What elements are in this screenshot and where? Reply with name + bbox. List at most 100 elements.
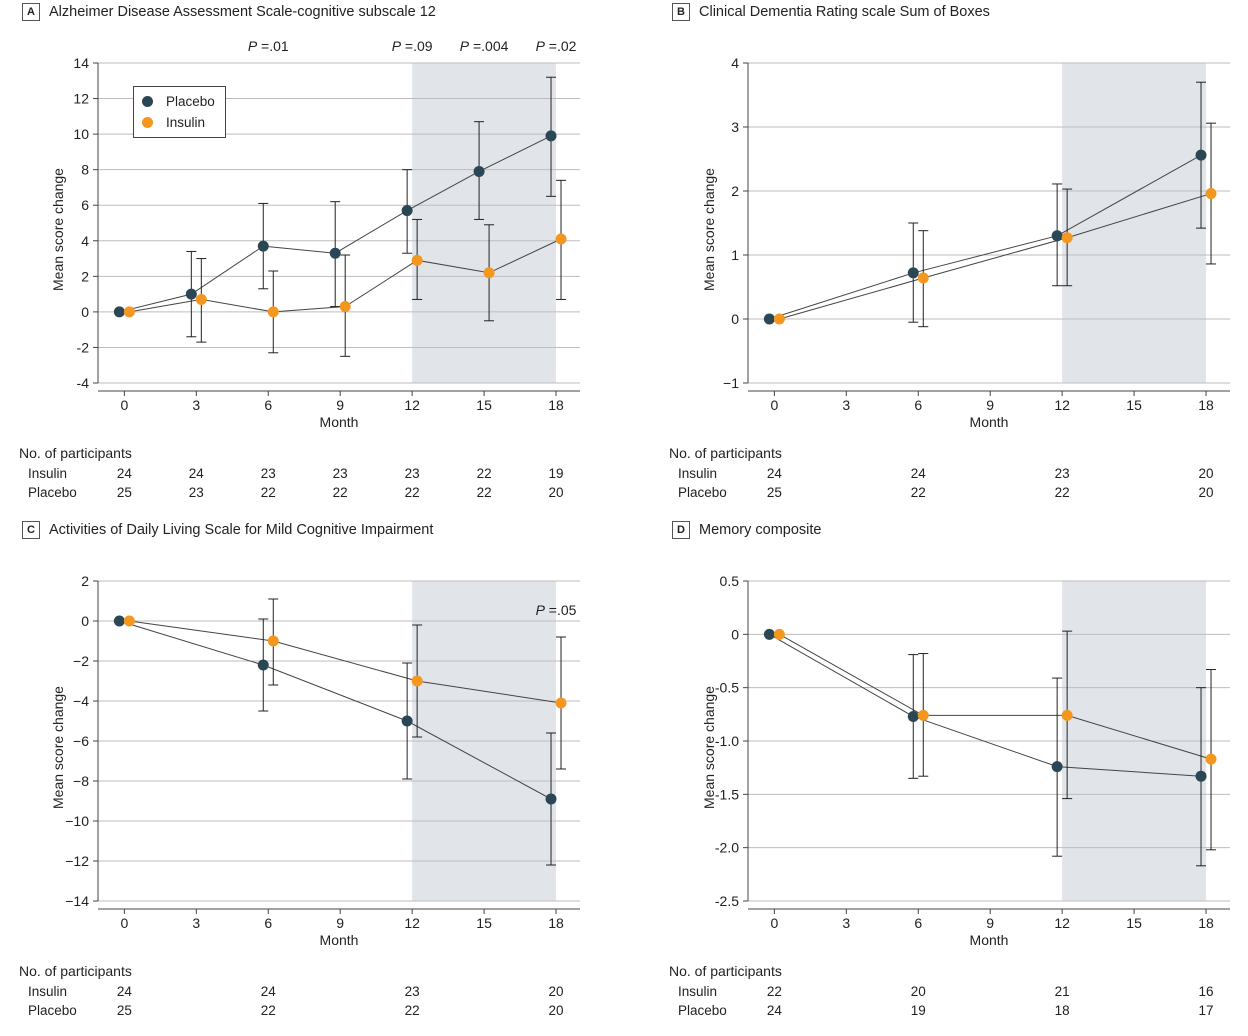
x-tick-label: 3 [842,915,850,931]
y-tick-label: −8 [73,773,89,789]
participants-count: 20 [1198,485,1214,500]
legend-label: Insulin [166,115,206,130]
plot-area: 4 3 2 1 0 −1 0 3 6 9 12 15 18 [723,55,1230,413]
participants-count: 17 [1198,1003,1214,1018]
x-tick-label: 3 [192,915,200,931]
x-tick-label: 15 [1126,915,1142,931]
y-tick-label: 4 [81,233,89,249]
x-tick-label: 18 [1198,915,1214,931]
participants-count: 16 [1198,984,1214,999]
x-axis-label: Month [969,932,1009,948]
x-tick-label: 15 [476,397,492,413]
x-tick-label: 12 [404,397,420,413]
y-tick-label: 2 [731,183,739,199]
participants-count: 25 [116,1003,132,1018]
p-value-label: P =.09 [392,38,433,54]
participants-table-title: No. of participants [19,445,132,461]
p-value: =.004 [469,38,509,54]
data-point-placebo [473,165,485,177]
series-line-placebo [119,620,552,800]
panel-title-text: Activities of Daily Living Scale for Mil… [49,522,434,538]
chart-panel-b: B Clinical Dementia Rating scale Sum of B… [650,0,1248,500]
p-symbol: P [391,38,402,54]
data-point-insulin [1061,232,1073,244]
data-point-placebo [401,715,413,727]
legend-marker [142,117,153,128]
participants-row-label: Placebo [28,1003,77,1018]
panel-title: B Clinical Dementia Rating scale Sum of B… [672,2,990,22]
panel-label: C [22,521,40,539]
p-symbol: P [247,38,258,54]
participants-count: 22 [260,1003,276,1018]
x-tick-label: 9 [986,915,994,931]
data-point-placebo [257,659,269,671]
y-axis-label: Mean score change [701,686,717,809]
participants-row-label: Insulin [678,466,718,481]
x-tick-label: 9 [336,397,344,413]
series-line-placebo [769,633,1202,777]
plot-area: 0.5 0 -0.5 -1.0 -1.5 -2.0 -2.5 0 3 6 9 12 15 18 [715,573,1230,931]
y-tick-label: -2 [77,339,90,355]
y-tick-label: -2.0 [715,840,739,856]
x-tick-label: 6 [264,915,272,931]
participants-row-label: Insulin [28,466,68,481]
participants-count: 23 [404,984,420,999]
x-tick-label: 6 [264,397,272,413]
participants-table-title: No. of participants [19,963,132,979]
p-value-label: P =.004 [460,38,509,54]
data-point-insulin [267,635,279,647]
participants-table-title: No. of participants [669,445,782,461]
chart-panel-d: D Memory composite 0.5 0 -0.5 -1.0 -1.5 -2.0 -2.… [650,518,1248,1018]
data-point-insulin [267,306,279,318]
participants-count: 24 [766,1003,782,1018]
participants-row-label: Insulin [678,984,718,999]
participants-count: 24 [766,466,782,481]
p-value-label: P =.05 [536,602,577,618]
participants-count: 23 [332,466,348,481]
data-point-placebo [907,710,919,722]
y-tick-label: 4 [731,55,739,71]
data-point-insulin [123,306,135,318]
y-tick-label: −1 [723,375,739,391]
p-symbol: P [535,602,545,618]
y-tick-label: −6 [73,733,89,749]
data-point-placebo [763,628,775,640]
participants-count: 18 [1054,1003,1070,1018]
p-value: =.01 [257,38,289,54]
participants-count: 20 [548,1003,564,1018]
y-tick-label: 8 [81,162,89,178]
participants-count: 23 [260,466,276,481]
data-point-placebo [329,247,341,259]
data-point-placebo [545,793,557,805]
x-tick-label: 18 [548,397,564,413]
data-point-insulin [773,313,785,325]
data-point-placebo [113,615,125,627]
y-tick-label: −2 [73,653,89,669]
participants-count: 22 [910,485,926,500]
participants-count: 22 [1054,485,1070,500]
y-tick-label: -1.5 [715,786,739,802]
p-value: =.05 [544,602,577,618]
legend-label: Placebo [166,94,215,109]
y-tick-label: 0 [731,626,739,642]
chart-panel-c: C Activities of Daily Living Scale for Mi… [0,518,600,1018]
x-tick-label: 18 [548,915,564,931]
participants-count: 22 [766,984,782,999]
data-point-insulin [555,233,567,245]
p-value-label: P =.01 [248,38,289,54]
shaded-region [412,63,557,383]
panel-label: A [22,3,40,21]
x-tick-label: 3 [192,397,200,413]
data-point-placebo [1195,149,1207,161]
participants-count: 20 [910,984,926,999]
participants-table-title: No. of participants [669,963,782,979]
panel-title: A Alzheimer Disease Assessment Scale-cogn… [22,2,436,22]
chart-panel-a: A Alzheimer Disease Assessment Scale-cogn… [0,0,600,500]
y-tick-label: −4 [73,693,89,709]
data-point-placebo [257,240,269,252]
x-axis-label: Month [969,414,1009,430]
panel-title: C Activities of Daily Living Scale for Mi… [22,520,433,540]
legend-entry: Insulin [142,112,215,133]
x-tick-label: 12 [1054,915,1070,931]
panel-title-text: Clinical Dementia Rating scale Sum of Bo… [699,4,990,20]
